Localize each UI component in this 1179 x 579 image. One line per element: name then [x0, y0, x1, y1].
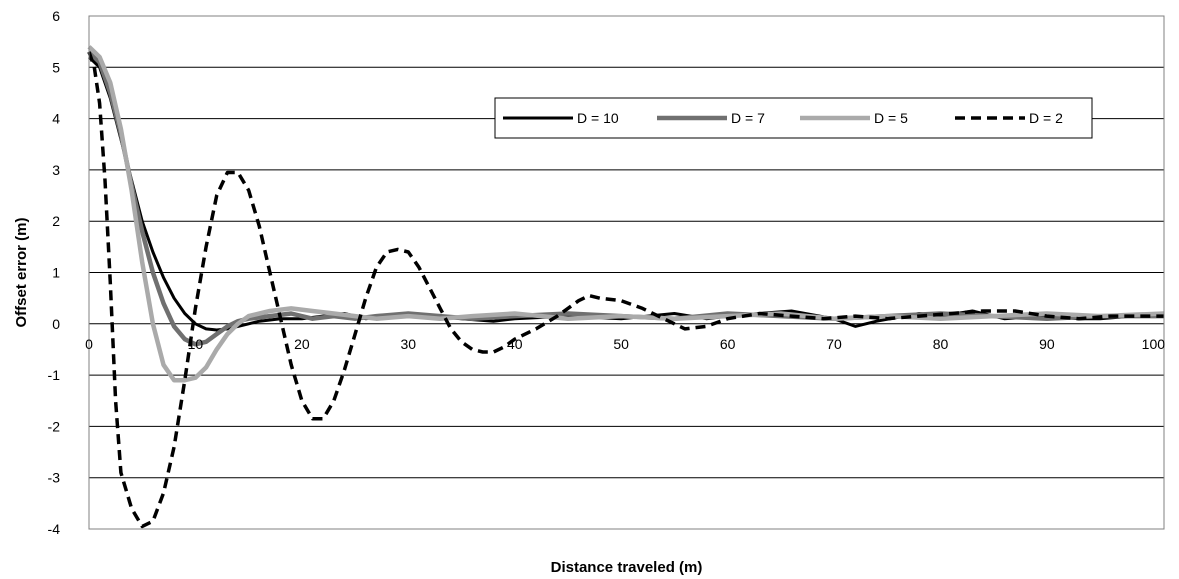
x-tick-label: 90	[1039, 336, 1055, 352]
y-axis-title: Offset error (m)	[13, 217, 30, 327]
x-tick-label: 30	[401, 336, 417, 352]
y-tick-label: -2	[48, 418, 61, 434]
legend: D = 10 D = 7 D = 5 D = 2	[494, 97, 1093, 139]
series-lines	[87, 45, 1165, 529]
y-tick-label: 5	[52, 59, 60, 75]
x-tick-label: 70	[826, 336, 842, 352]
x-axis-title: Distance traveled (m)	[551, 559, 703, 576]
plot-area-border	[88, 15, 1165, 530]
y-tick-label: 3	[52, 162, 60, 178]
x-tick-label: 50	[613, 336, 629, 352]
y-tick-label: 6	[52, 8, 60, 24]
y-tick-label: -3	[48, 470, 61, 486]
y-tick-label: 2	[52, 213, 60, 229]
x-tick-label: 0	[85, 336, 93, 352]
legend-label: D = 7	[731, 110, 765, 126]
series-line-4	[87, 51, 1164, 529]
legend-label: D = 10	[577, 110, 619, 126]
y-tick-label: 4	[52, 111, 60, 127]
legend-box	[494, 97, 1093, 139]
y-tick-label: 0	[52, 316, 60, 332]
x-tick-label: 60	[720, 336, 736, 352]
legend-label: D = 2	[1029, 110, 1063, 126]
x-tick-label: 40	[507, 336, 523, 352]
x-tick-label: 100	[1142, 336, 1166, 352]
x-tick-label: 20	[294, 336, 310, 352]
legend-label: D = 5	[874, 110, 908, 126]
y-tick-label: -4	[48, 521, 61, 537]
y-tick-label: 1	[52, 265, 60, 281]
x-tick-label: 80	[933, 336, 949, 352]
x-tick-label: 10	[188, 336, 204, 352]
y-tick-label: -1	[48, 367, 61, 383]
